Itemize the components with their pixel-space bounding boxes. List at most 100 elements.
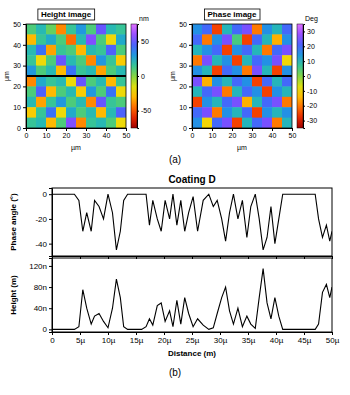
tick-mark	[126, 128, 127, 131]
tick: 0	[191, 128, 195, 139]
tick: 20	[13, 83, 26, 90]
cell	[222, 24, 233, 35]
plot-area	[26, 24, 126, 128]
cell	[252, 86, 263, 97]
tick: 0	[17, 125, 26, 132]
cell	[86, 45, 97, 56]
tick: 0	[25, 128, 29, 139]
cell	[86, 118, 97, 128]
axis-title: µm	[237, 144, 247, 152]
cell	[242, 55, 253, 66]
colorbar	[297, 24, 303, 128]
cell	[76, 34, 87, 45]
cell	[36, 97, 47, 108]
cell	[282, 86, 292, 97]
tick: 50	[289, 128, 297, 139]
cell	[106, 97, 117, 108]
tick: 50	[137, 38, 149, 45]
tick-label: 0	[141, 73, 145, 80]
cell	[232, 55, 243, 66]
tick: 40n	[34, 304, 52, 313]
cell	[192, 55, 203, 66]
cell	[76, 118, 87, 128]
axis: 01020304050	[179, 21, 192, 132]
cell	[46, 86, 57, 97]
cell	[282, 34, 292, 45]
title: Height image	[41, 10, 92, 19]
tick-label: 50	[13, 21, 21, 28]
cell	[46, 55, 57, 66]
colorbar-label: Deg	[305, 15, 318, 23]
cell	[202, 118, 213, 128]
cell	[56, 107, 67, 118]
heatmap-panel: 0102030405001020304050µmµmPhase image302…	[169, 9, 318, 152]
tick-label: 20	[307, 43, 315, 50]
cell	[262, 55, 273, 66]
cell	[76, 24, 87, 35]
tick: 35µ	[242, 332, 256, 345]
tick-label: 10µ	[102, 336, 116, 345]
axis: 3020100-10-20-30	[303, 25, 317, 129]
cell	[232, 34, 243, 45]
cell	[212, 118, 223, 128]
tick-mark	[23, 45, 26, 46]
cell	[282, 45, 292, 56]
cell	[66, 97, 77, 108]
cell	[272, 45, 283, 56]
tick-label: 30	[307, 28, 315, 35]
tick-label: 40n	[34, 304, 47, 313]
cell	[86, 66, 97, 77]
tick-label: 20	[229, 132, 237, 139]
tick-mark	[189, 24, 192, 25]
axis-title: Height (m)	[9, 275, 18, 315]
cell	[242, 97, 253, 108]
cell	[46, 66, 57, 77]
cell	[252, 24, 263, 35]
tick-label: 0	[43, 325, 48, 334]
cell	[56, 24, 67, 35]
cell	[66, 34, 77, 45]
tick: 30	[249, 128, 257, 139]
cell	[36, 107, 47, 118]
tick: 20	[303, 43, 315, 50]
tick: 40	[269, 128, 277, 139]
cell	[36, 34, 47, 45]
plot-frame	[192, 24, 292, 128]
cell	[86, 97, 97, 108]
cell	[212, 66, 223, 77]
tick-label: -20	[307, 102, 317, 109]
axis: 500-50	[137, 25, 151, 129]
tick-label: 20	[179, 83, 187, 90]
tick: 30µ	[214, 332, 228, 345]
tick: 10	[209, 128, 217, 139]
tick-label: 0	[25, 132, 29, 139]
axis-line	[138, 25, 140, 129]
tick-mark	[189, 128, 192, 129]
tick-label: 0	[183, 125, 187, 132]
cell	[106, 45, 117, 56]
cell	[46, 34, 57, 45]
tick: 0	[50, 332, 55, 345]
tick-mark	[86, 128, 87, 131]
cell	[232, 66, 243, 77]
cell	[56, 45, 67, 56]
cell	[76, 86, 87, 97]
cell	[56, 86, 67, 97]
cell	[212, 24, 223, 35]
cell	[222, 45, 233, 56]
cell	[282, 76, 292, 87]
cell	[272, 118, 283, 128]
cell	[116, 76, 126, 87]
tick-mark	[276, 332, 277, 335]
cell	[232, 76, 243, 87]
cell	[76, 66, 87, 77]
cell	[252, 107, 263, 118]
cell	[66, 24, 77, 35]
cell	[222, 34, 233, 45]
cell	[96, 45, 107, 56]
cell	[96, 107, 107, 118]
cell	[106, 107, 117, 118]
axis-line	[304, 25, 306, 129]
cell	[262, 107, 273, 118]
cell	[26, 45, 37, 56]
